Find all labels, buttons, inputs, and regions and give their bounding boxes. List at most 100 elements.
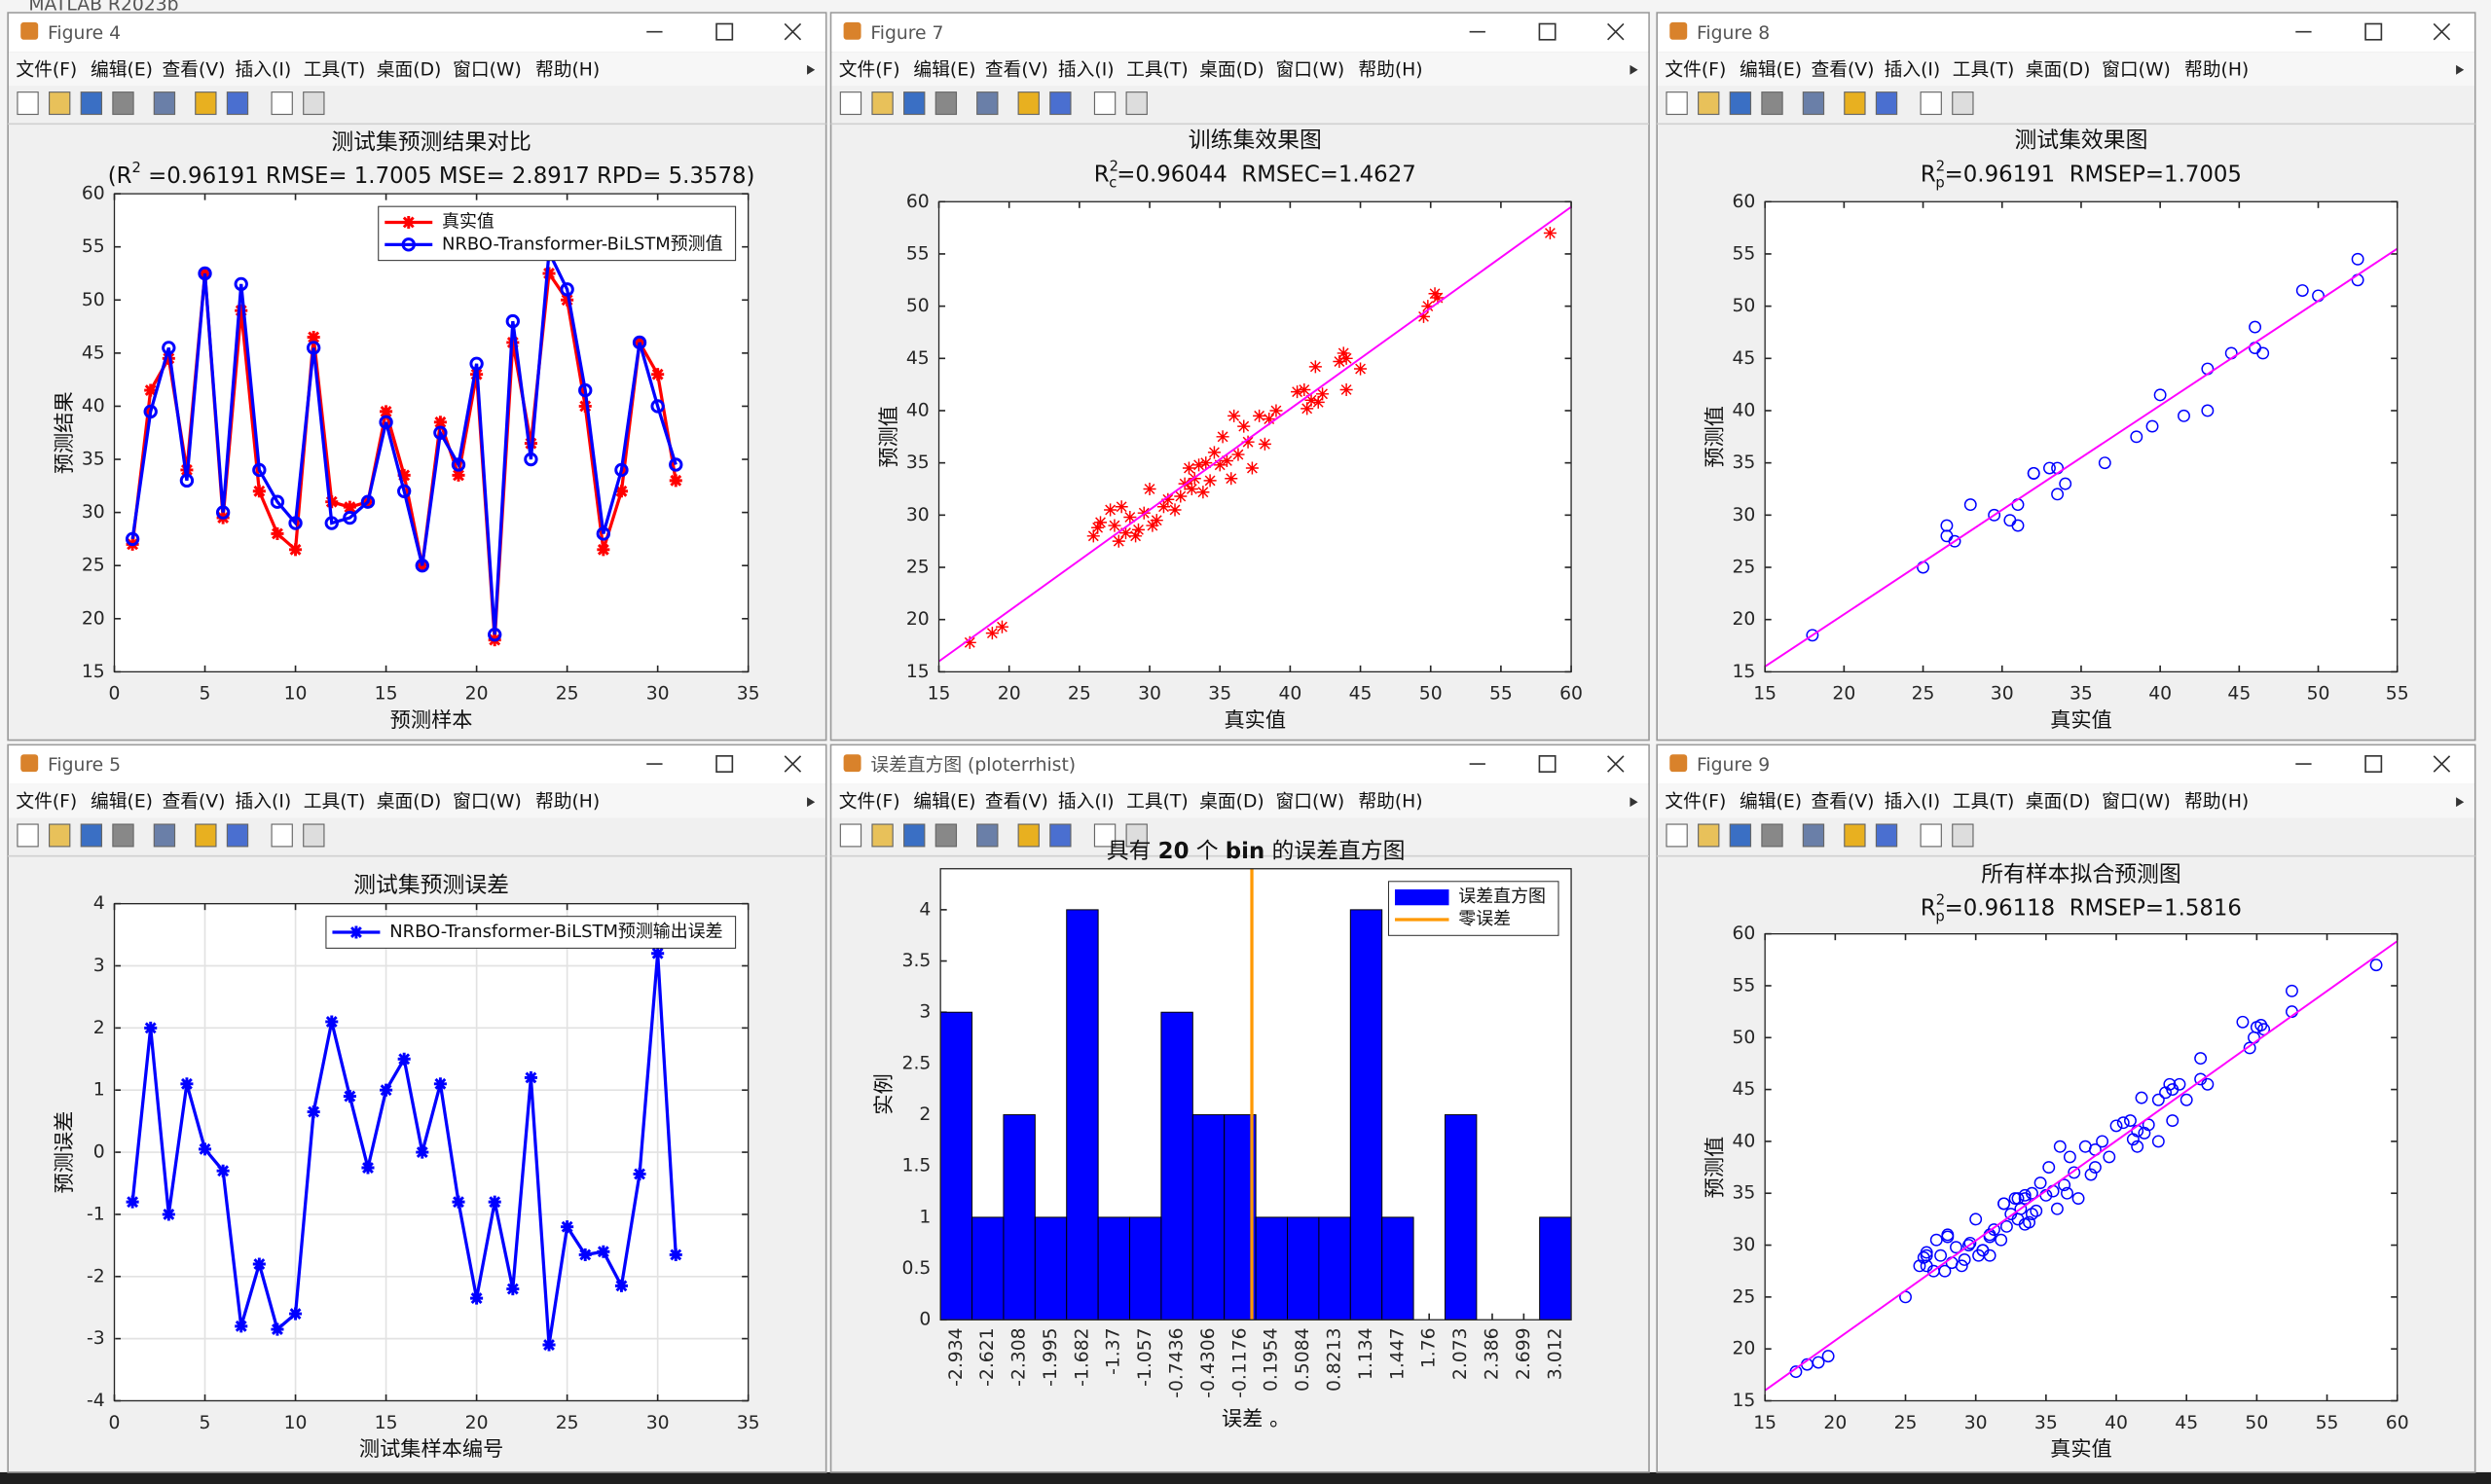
menu-item[interactable]: 桌面(D)	[1199, 791, 1264, 813]
toolbar-button[interactable]	[1761, 823, 1783, 848]
toolbar-button[interactable]	[1666, 823, 1688, 848]
toolbar-button[interactable]	[1017, 91, 1040, 116]
toolbar-button[interactable]	[976, 91, 999, 116]
close-button[interactable]	[784, 755, 802, 773]
toolbar-button[interactable]	[17, 91, 39, 116]
menu-item[interactable]: 插入(I)	[1885, 791, 1941, 813]
menu-item[interactable]: 工具(T)	[1126, 792, 1189, 813]
menu-item[interactable]: 编辑(E)	[913, 791, 975, 813]
toolbar-button[interactable]	[1844, 823, 1866, 848]
toolbar-button[interactable]	[1761, 91, 1783, 116]
menu-item[interactable]: 桌面(D)	[377, 791, 442, 813]
menu-item[interactable]: 帮助(H)	[1358, 791, 1422, 813]
menu-item[interactable]: 插入(I)	[236, 791, 292, 813]
toolbar-button[interactable]	[1875, 91, 1898, 116]
toolbar-button[interactable]	[839, 91, 862, 116]
toolbar-button[interactable]	[226, 823, 249, 848]
close-button[interactable]	[1607, 22, 1625, 41]
menu-item[interactable]: 帮助(H)	[1358, 58, 1422, 80]
toolbar-button[interactable]	[839, 823, 862, 848]
menu-item[interactable]: 桌面(D)	[2026, 58, 2091, 80]
menu-item[interactable]: 文件(F)	[839, 791, 900, 813]
menu-item[interactable]: 工具(T)	[304, 59, 366, 80]
menu-item[interactable]: 文件(F)	[839, 58, 900, 80]
toolbar-button[interactable]	[80, 823, 103, 848]
toolbar-button[interactable]	[871, 91, 894, 116]
toolbar-button[interactable]	[903, 823, 926, 848]
toolbar-button[interactable]	[1920, 91, 1942, 116]
toolbar-button[interactable]	[1049, 91, 1072, 116]
menu-item[interactable]: 文件(F)	[1665, 791, 1726, 813]
toolbar-button[interactable]	[195, 91, 217, 116]
toolbar-button[interactable]	[112, 823, 134, 848]
toolbar-button[interactable]	[80, 91, 103, 116]
toolbar-button[interactable]	[1698, 823, 1720, 848]
maximize-button[interactable]	[715, 755, 734, 773]
close-button[interactable]	[784, 22, 802, 41]
toolbar-button[interactable]	[871, 823, 894, 848]
menu-item[interactable]: 桌面(D)	[2026, 791, 2091, 813]
maximize-button[interactable]	[2364, 22, 2383, 41]
menu-item[interactable]: 桌面(D)	[377, 58, 442, 80]
toolbar-button[interactable]	[271, 91, 293, 116]
toolbar-button[interactable]	[271, 823, 293, 848]
maximize-button[interactable]	[1538, 755, 1557, 773]
toolbar-button[interactable]	[153, 823, 176, 848]
maximize-button[interactable]	[715, 22, 734, 41]
maximize-button[interactable]	[1538, 22, 1557, 41]
menu-item[interactable]: 查看(V)	[985, 58, 1048, 80]
menu-item[interactable]: 编辑(E)	[1740, 58, 1802, 80]
toolbar-button[interactable]	[1049, 823, 1072, 848]
toolbar-button[interactable]	[153, 91, 176, 116]
toolbar-button[interactable]	[976, 823, 999, 848]
menu-overflow[interactable]	[2456, 64, 2465, 75]
menu-item[interactable]: 窗口(W)	[1276, 791, 1345, 813]
toolbar-button[interactable]	[1802, 91, 1825, 116]
toolbar-button[interactable]	[1125, 823, 1148, 848]
toolbar-button[interactable]	[195, 823, 217, 848]
toolbar-button[interactable]	[1952, 823, 1974, 848]
menu-item[interactable]: 文件(F)	[1665, 58, 1726, 80]
menu-item[interactable]: 帮助(H)	[535, 791, 600, 813]
menu-item[interactable]: 文件(F)	[16, 58, 77, 80]
toolbar-button[interactable]	[1729, 823, 1752, 848]
menu-overflow[interactable]	[1630, 64, 1638, 75]
toolbar-button[interactable]	[49, 823, 71, 848]
toolbar-button[interactable]	[1017, 823, 1040, 848]
menu-item[interactable]: 工具(T)	[1126, 59, 1189, 80]
menu-item[interactable]: 文件(F)	[16, 791, 77, 813]
toolbar-button[interactable]	[226, 91, 249, 116]
toolbar-button[interactable]	[49, 91, 71, 116]
menu-item[interactable]: 插入(I)	[1058, 58, 1115, 80]
menu-item[interactable]: 窗口(W)	[453, 58, 522, 80]
toolbar-button[interactable]	[1093, 823, 1117, 848]
menu-item[interactable]: 桌面(D)	[1199, 58, 1264, 80]
toolbar-button[interactable]	[1666, 91, 1688, 116]
menu-item[interactable]: 查看(V)	[985, 791, 1048, 813]
toolbar-button[interactable]	[1698, 91, 1720, 116]
toolbar-button[interactable]	[17, 823, 39, 848]
toolbar-button[interactable]	[1093, 91, 1117, 116]
toolbar-button[interactable]	[112, 91, 134, 116]
maximize-button[interactable]	[2364, 755, 2383, 773]
menu-item[interactable]: 窗口(W)	[2102, 58, 2171, 80]
toolbar-button[interactable]	[934, 823, 958, 848]
menu-overflow[interactable]	[1630, 797, 1638, 808]
menu-item[interactable]: 帮助(H)	[2184, 791, 2249, 813]
toolbar-button[interactable]	[1875, 823, 1898, 848]
menu-item[interactable]: 编辑(E)	[91, 791, 153, 813]
toolbar-button[interactable]	[903, 91, 926, 116]
menu-item[interactable]: 查看(V)	[1811, 791, 1874, 813]
menu-overflow[interactable]	[807, 797, 816, 808]
toolbar-button[interactable]	[303, 91, 325, 116]
menu-item[interactable]: 查看(V)	[1811, 58, 1874, 80]
close-button[interactable]	[2433, 755, 2451, 773]
menu-item[interactable]: 工具(T)	[1953, 792, 2015, 813]
menu-overflow[interactable]	[2456, 797, 2465, 808]
menu-item[interactable]: 查看(V)	[162, 791, 225, 813]
menu-item[interactable]: 插入(I)	[1885, 58, 1941, 80]
menu-item[interactable]: 窗口(W)	[453, 791, 522, 813]
menu-item[interactable]: 帮助(H)	[535, 58, 600, 80]
toolbar-button[interactable]	[1844, 91, 1866, 116]
menu-item[interactable]: 工具(T)	[1953, 59, 2015, 80]
